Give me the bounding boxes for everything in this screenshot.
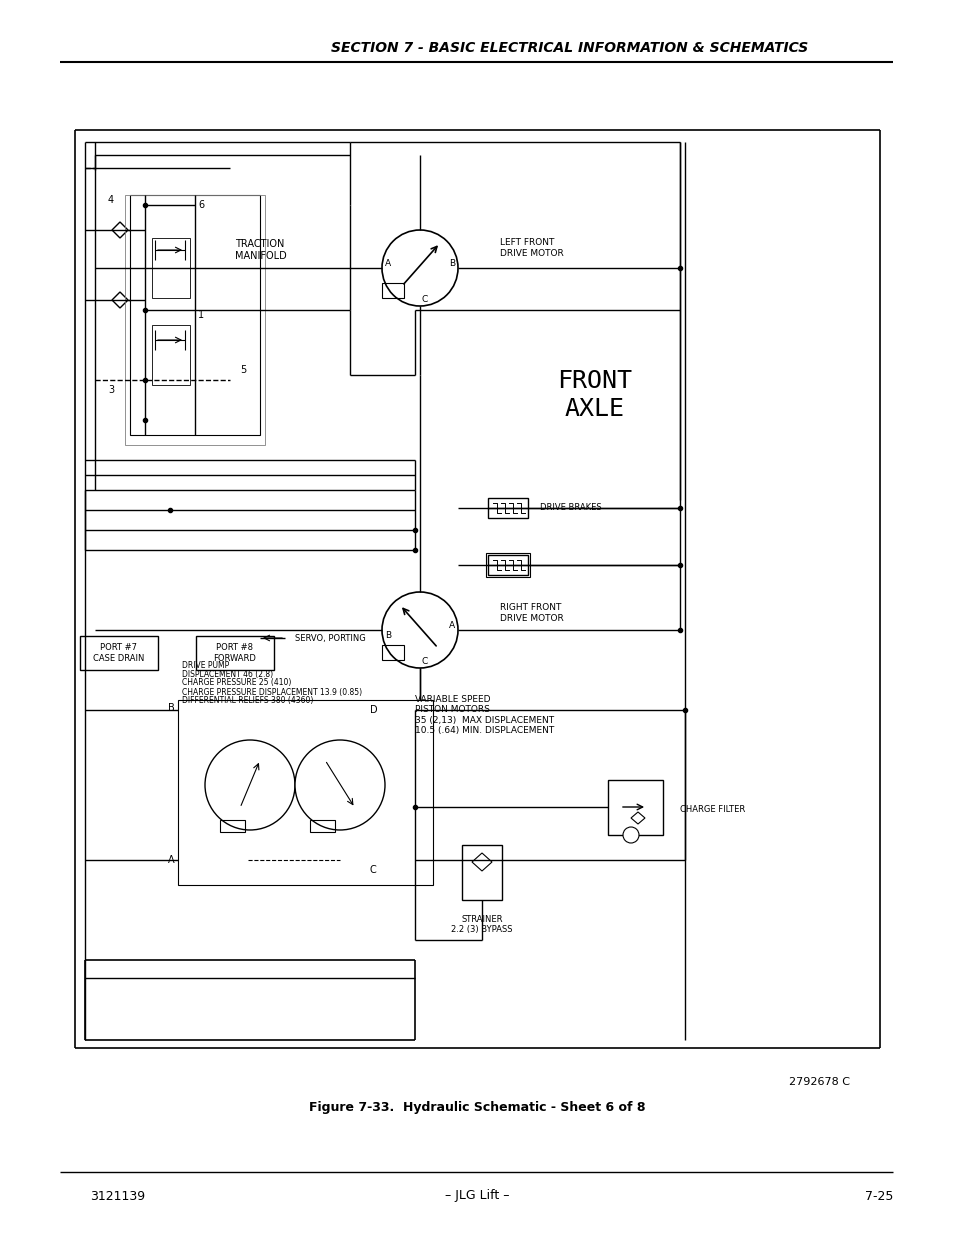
Text: LEFT FRONT
DRIVE MOTOR: LEFT FRONT DRIVE MOTOR <box>499 238 563 258</box>
Bar <box>130 195 260 435</box>
Text: 5: 5 <box>240 366 246 375</box>
Text: C: C <box>370 864 376 876</box>
Text: 7-25: 7-25 <box>863 1189 892 1203</box>
Circle shape <box>381 592 457 668</box>
Bar <box>80 636 158 671</box>
Bar <box>152 238 190 298</box>
Text: C: C <box>421 295 428 305</box>
Text: STRAINER
2.2 (3) BYPASS: STRAINER 2.2 (3) BYPASS <box>451 915 512 935</box>
Bar <box>220 820 245 832</box>
Text: B: B <box>384 631 391 640</box>
Circle shape <box>294 740 385 830</box>
Text: RIGHT FRONT
DRIVE MOTOR: RIGHT FRONT DRIVE MOTOR <box>499 604 563 622</box>
Text: DIFFERENTIAL RELIEFS 380 (4360): DIFFERENTIAL RELIEFS 380 (4360) <box>182 697 313 705</box>
Bar <box>461 845 501 900</box>
Text: 4: 4 <box>108 195 114 205</box>
Text: D: D <box>370 705 377 715</box>
Text: CHARGE FILTER: CHARGE FILTER <box>679 805 744 815</box>
Text: TRACTION
MANIFOLD: TRACTION MANIFOLD <box>234 240 287 261</box>
Text: C: C <box>421 657 428 667</box>
Circle shape <box>381 230 457 306</box>
Text: A: A <box>384 258 391 268</box>
Bar <box>488 498 527 517</box>
Text: SECTION 7 - BASIC ELECTRICAL INFORMATION & SCHEMATICS: SECTION 7 - BASIC ELECTRICAL INFORMATION… <box>331 41 808 56</box>
Text: CHARGE PRESSURE 25 (410): CHARGE PRESSURE 25 (410) <box>182 678 291 688</box>
Bar <box>195 636 274 671</box>
Text: DISPLACEMENT 46 (2.8): DISPLACEMENT 46 (2.8) <box>182 669 273 678</box>
Bar <box>152 325 190 385</box>
Bar <box>178 700 433 885</box>
Bar <box>125 195 265 445</box>
Text: 3121139: 3121139 <box>90 1189 145 1203</box>
Text: PORT #8
FORWARD: PORT #8 FORWARD <box>213 643 256 663</box>
Text: – JLG Lift –: – JLG Lift – <box>444 1189 509 1203</box>
Text: DRIVE PUMP: DRIVE PUMP <box>182 661 229 669</box>
Text: FRONT
AXLE: FRONT AXLE <box>557 369 632 421</box>
Text: VARIABLE SPEED
PISTON MOTORS
35 (2,13)  MAX DISPLACEMENT
10.5 (.64) MIN. DISPLAC: VARIABLE SPEED PISTON MOTORS 35 (2,13) M… <box>415 695 554 735</box>
Text: Figure 7-33.  Hydraulic Schematic - Sheet 6 of 8: Figure 7-33. Hydraulic Schematic - Sheet… <box>309 1102 644 1114</box>
Text: B: B <box>168 703 174 713</box>
Text: 1: 1 <box>198 310 204 320</box>
Text: A: A <box>168 855 174 864</box>
Text: PORT #7
CASE DRAIN: PORT #7 CASE DRAIN <box>93 643 145 663</box>
Bar <box>381 283 403 298</box>
Bar <box>488 555 527 576</box>
Bar <box>485 553 530 577</box>
Text: 2792678 C: 2792678 C <box>789 1077 850 1087</box>
Text: 3: 3 <box>108 385 114 395</box>
Text: CHARGE PRESSURE DISPLACEMENT 13.9 (0.85): CHARGE PRESSURE DISPLACEMENT 13.9 (0.85) <box>182 688 362 697</box>
Text: 6: 6 <box>198 200 204 210</box>
Bar <box>607 781 662 835</box>
Circle shape <box>622 827 639 844</box>
Text: DRIVE BRAKES: DRIVE BRAKES <box>539 504 601 513</box>
Bar <box>310 820 335 832</box>
Circle shape <box>205 740 294 830</box>
Text: A: A <box>449 620 455 630</box>
Text: B: B <box>449 258 455 268</box>
Text: SERVO, PORTING: SERVO, PORTING <box>294 634 365 642</box>
Bar <box>381 645 403 659</box>
